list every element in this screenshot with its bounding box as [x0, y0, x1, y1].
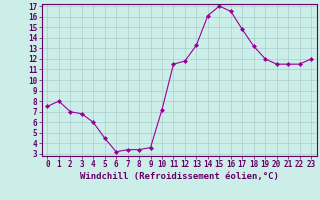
X-axis label: Windchill (Refroidissement éolien,°C): Windchill (Refroidissement éolien,°C): [80, 172, 279, 181]
